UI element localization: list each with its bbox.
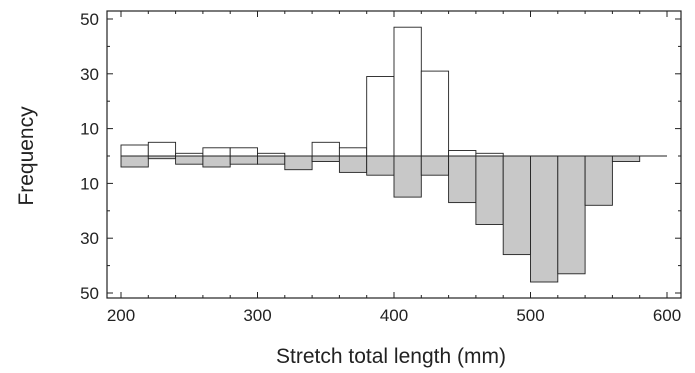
histogram-bar-up <box>229 147 258 157</box>
histogram-bar-down <box>284 155 313 171</box>
histogram-bar-down <box>366 155 395 176</box>
histogram-bar-down <box>229 155 258 165</box>
histogram-bar-up <box>366 76 395 157</box>
axis-ticks <box>107 11 681 298</box>
y-tick-label: 30 <box>80 65 99 84</box>
histogram-bar-down <box>502 155 531 256</box>
histogram-bar-down <box>338 155 368 173</box>
histogram-bar-down <box>420 155 450 176</box>
histogram-bar-up <box>393 26 422 157</box>
y-tick-label: 50 <box>80 10 99 29</box>
histogram-bar-up <box>147 141 177 157</box>
histogram-bar-down <box>448 155 477 204</box>
histogram-bar-down <box>257 155 286 165</box>
histogram-bar-down <box>120 155 149 168</box>
y-tick-label: 10 <box>80 120 99 139</box>
x-axis-title: Stretch total length (mm) <box>276 345 506 368</box>
y-tick-label: 50 <box>80 284 99 303</box>
y-tick-label: 30 <box>80 229 99 248</box>
histogram-bar-down <box>175 155 204 165</box>
histogram-bar-down <box>311 155 340 162</box>
x-tick-label: 300 <box>243 306 271 325</box>
histogram-bar-down <box>202 155 231 168</box>
series-up-bars <box>120 26 667 157</box>
tick-labels: 200 300 400 500 600 50 30 10 10 30 50 <box>80 10 681 325</box>
histogram-bar-up <box>338 147 368 157</box>
histogram-bar-up <box>311 141 340 157</box>
x-tick-label: 400 <box>380 306 408 325</box>
histogram-bar-down <box>475 155 504 225</box>
y-axis-title: Frequency <box>15 106 38 206</box>
y-tick-label: 10 <box>80 174 99 193</box>
histogram-bar-down <box>557 155 586 275</box>
x-tick-label: 200 <box>107 306 135 325</box>
histogram-bar-down <box>393 155 422 198</box>
histogram-bar-down <box>584 155 613 206</box>
histogram-bar-up <box>448 150 477 157</box>
histogram-bar-up <box>420 70 450 157</box>
series-down-bars <box>120 155 641 283</box>
histogram-bar-up <box>120 144 149 157</box>
x-tick-label: 500 <box>516 306 544 325</box>
x-tick-label: 600 <box>653 306 681 325</box>
histogram-bar-up <box>202 147 231 157</box>
histogram-bar-down <box>530 155 559 283</box>
histogram-bar-down <box>611 155 641 162</box>
